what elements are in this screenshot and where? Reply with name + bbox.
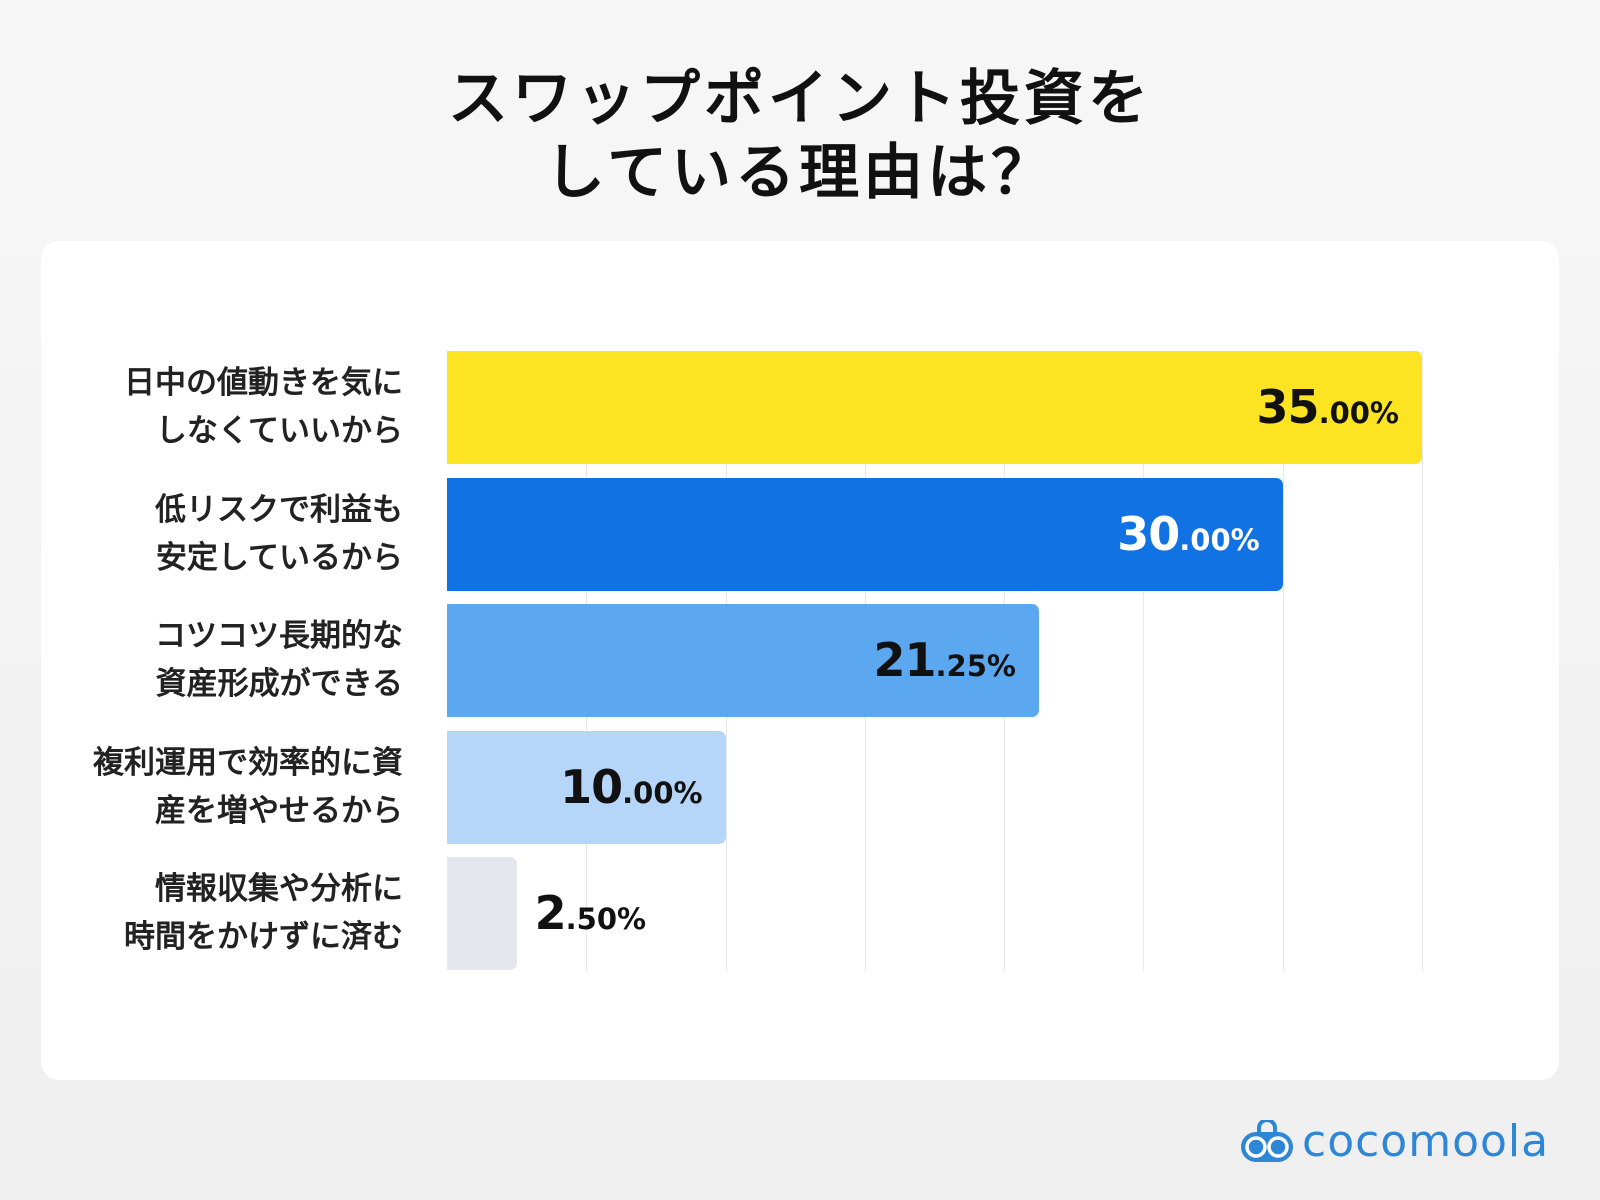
- category-label: 情報収集や分析に時間をかけずに済む: [23, 865, 403, 961]
- value-label: 10.00%: [560, 731, 702, 844]
- value-label-decimal: .50%: [565, 902, 647, 936]
- category-label-line: 産を増やせるから: [155, 793, 403, 829]
- chart-title-line-1: スワップポイント投資を: [448, 64, 1152, 134]
- value-label-integer: 30: [1117, 507, 1180, 561]
- gridline: [1282, 351, 1284, 971]
- bar: [447, 604, 1039, 717]
- bar: [447, 351, 1422, 464]
- value-label-integer: 35: [1256, 380, 1320, 434]
- bar: [447, 731, 726, 844]
- category-label-line: 時間をかけずに済む: [124, 919, 403, 955]
- value-label: 2.50%: [535, 857, 646, 970]
- category-label: コツコツ長期的な 資産形成ができる: [23, 612, 403, 708]
- value-label-integer: 21: [873, 633, 937, 687]
- category-label-line: 低リスクで利益も: [155, 492, 403, 528]
- cocomoola-logo: cocomoola: [1240, 1116, 1549, 1167]
- value-label: 35.00%: [1257, 351, 1399, 464]
- category-label-line: 安定しているから: [155, 540, 403, 576]
- value-label-integer: 10: [560, 760, 623, 814]
- chart-title-line-2: している理由は？: [544, 138, 1056, 208]
- category-label-line: 情報収集や分析に: [155, 871, 403, 907]
- value-label: 30.00%: [1117, 478, 1259, 591]
- category-label-line: 複利運用で効率的に資: [93, 745, 403, 781]
- bar: [447, 478, 1283, 591]
- category-label-line: しなくていいから: [155, 413, 403, 449]
- category-label: 複利運用で効率的に資産を増やせるから: [23, 739, 403, 835]
- bar: [447, 857, 517, 970]
- category-label: 低リスクで利益も 安定しているから: [23, 486, 403, 582]
- binoculars-icon: [1241, 1119, 1293, 1162]
- value-label-decimal: .00%: [1179, 523, 1260, 557]
- value-label-decimal: .00%: [1318, 396, 1399, 430]
- value-label-integer: 2: [534, 886, 567, 940]
- category-label-line: 日中の値動きを気に: [124, 365, 403, 401]
- category-label-line: 資産形成ができる: [155, 666, 403, 702]
- gridline: [1422, 351, 1423, 971]
- category-label-line: コツコツ長期的な: [155, 618, 403, 654]
- gridline: [1143, 351, 1145, 971]
- category-label: 日中の値動きを気にしなくていいから: [23, 359, 403, 455]
- value-label: 21.25%: [874, 604, 1016, 717]
- value-label-decimal: .25%: [935, 649, 1016, 683]
- logo-text: cocomoola: [1302, 1116, 1550, 1167]
- value-label-decimal: .00%: [622, 776, 703, 810]
